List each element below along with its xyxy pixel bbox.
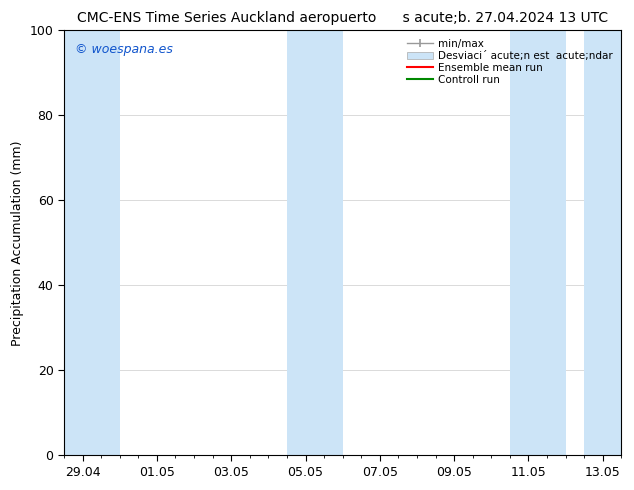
Bar [287,30,342,456]
Legend: min/max, Desviaci´ acute;n est  acute;ndar, Ensemble mean run, Controll run: min/max, Desviaci´ acute;n est acute;nda… [404,36,616,88]
Text: © woespana.es: © woespana.es [75,43,173,56]
Bar [584,30,621,456]
Bar [510,30,566,456]
Title: CMC-ENS Time Series Auckland aeropuerto      s acute;b. 27.04.2024 13 UTC: CMC-ENS Time Series Auckland aeropuerto … [77,11,608,25]
Bar [64,30,120,456]
Y-axis label: Precipitation Accumulation (mm): Precipitation Accumulation (mm) [11,140,24,346]
